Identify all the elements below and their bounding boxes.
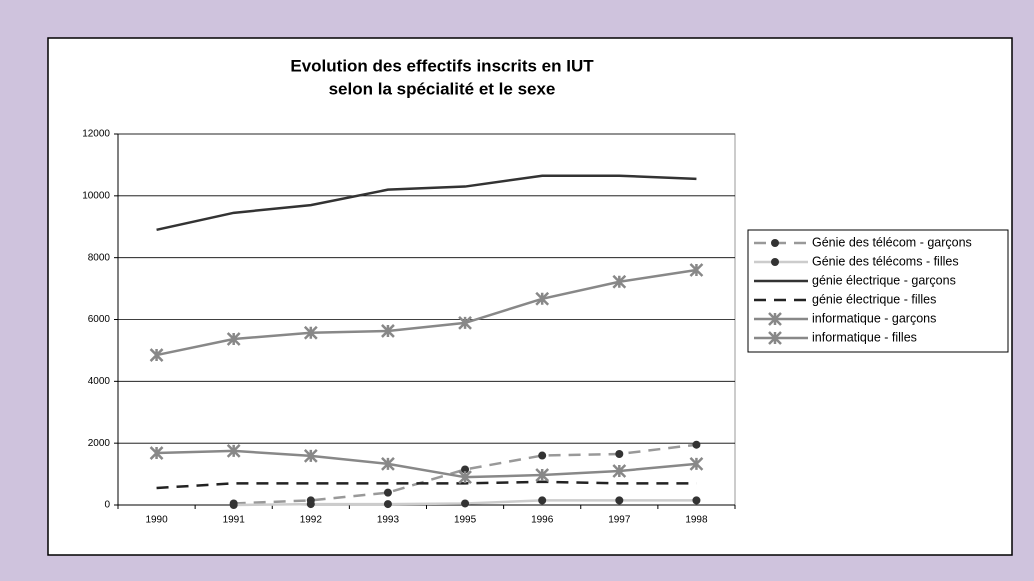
marker [538, 496, 547, 505]
x-tick-label: 1998 [685, 515, 708, 526]
marker [461, 499, 470, 508]
y-tick-label: 2000 [88, 438, 111, 449]
marker [149, 348, 164, 362]
marker [149, 446, 164, 460]
marker [538, 451, 547, 460]
legend-label: Génie des télécom - garçons [812, 235, 972, 249]
y-tick-label: 0 [104, 500, 110, 511]
y-tick-label: 8000 [88, 252, 111, 263]
marker [768, 312, 782, 326]
marker [771, 239, 779, 247]
marker [306, 500, 315, 509]
marker [381, 324, 395, 338]
legend-label: informatique - garçons [812, 311, 936, 325]
marker [383, 500, 392, 509]
legend-box [747, 229, 1009, 353]
marker [229, 501, 238, 509]
legend-label: Génie des télécoms - filles [812, 254, 959, 268]
x-tick-label: 1997 [608, 515, 631, 526]
x-tick-label: 1995 [454, 515, 477, 526]
marker [615, 496, 624, 505]
x-tick-label: 1992 [300, 515, 323, 526]
marker [768, 331, 782, 345]
legend-label: génie électrique - garçons [812, 273, 956, 287]
marker [689, 456, 704, 471]
marker [458, 316, 472, 330]
series-line [156, 480, 697, 490]
x-tick-label: 1996 [531, 515, 554, 526]
marker [535, 291, 550, 306]
marker [535, 468, 550, 482]
marker [692, 496, 701, 505]
x-tick-label: 1990 [145, 515, 168, 526]
marker [381, 456, 395, 471]
series-line [156, 449, 697, 479]
y-tick-label: 10000 [82, 190, 110, 201]
y-tick-label: 12000 [82, 129, 110, 140]
marker [303, 448, 318, 463]
x-tick-label: 1991 [223, 515, 246, 526]
marker [615, 449, 624, 458]
marker [689, 263, 704, 277]
chart-title: selon la spécialité et le sexe [329, 79, 556, 98]
x-tick-label: 1993 [377, 515, 400, 526]
legend-label: génie électrique - filles [812, 292, 936, 306]
legend-label: informatique - filles [812, 330, 917, 344]
marker [226, 332, 241, 346]
marker [303, 325, 318, 340]
marker [383, 488, 392, 497]
marker [458, 470, 472, 485]
marker [692, 440, 701, 449]
marker [226, 444, 241, 458]
chart-title: Evolution des effectifs inscrits en IUT [290, 56, 594, 75]
series-line [156, 268, 697, 357]
marker [461, 465, 470, 474]
series-line [156, 174, 697, 232]
y-tick-label: 6000 [88, 314, 111, 325]
marker [771, 258, 779, 266]
y-tick-label: 4000 [88, 376, 111, 387]
marker [612, 464, 627, 478]
marker [612, 274, 627, 289]
